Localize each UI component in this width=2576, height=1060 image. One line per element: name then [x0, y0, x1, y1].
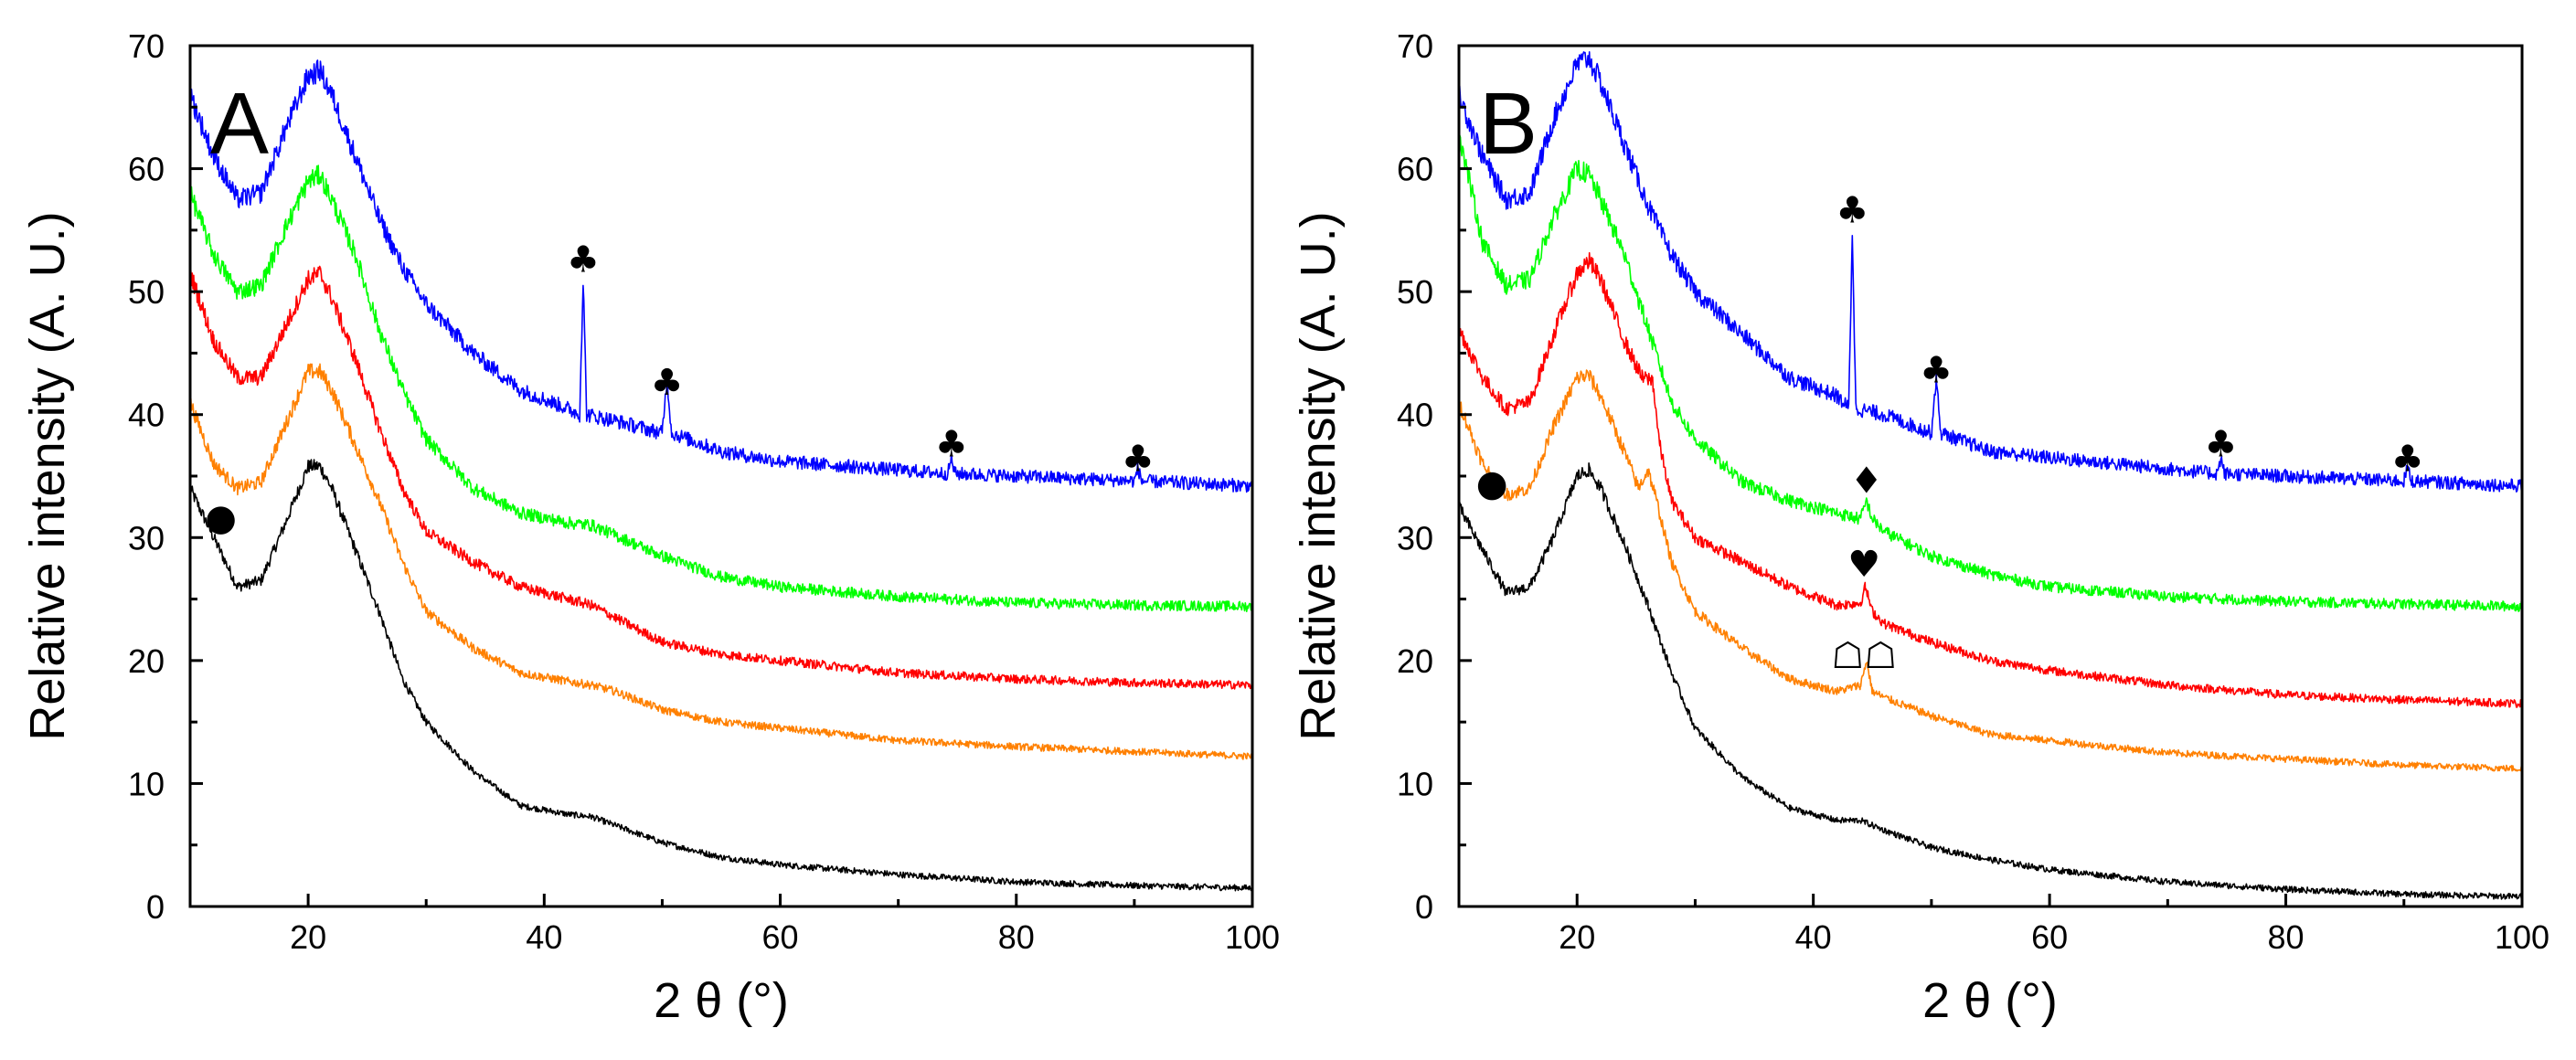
panel-b-x-axis-title: 2 θ (°)	[1922, 973, 2058, 1028]
x-tick-label: 20	[1559, 918, 1595, 956]
x-tick-label: 80	[2268, 918, 2305, 956]
x-tick-label: 80	[998, 918, 1035, 956]
peak-marker: ♣	[2205, 423, 2238, 465]
panel-a-trace-black	[189, 459, 1253, 892]
y-tick-label: 10	[1397, 765, 1433, 802]
panel-b-trace-black	[1458, 462, 2523, 900]
y-tick-label: 70	[1397, 27, 1433, 65]
panel-a-trace-green	[189, 164, 1253, 612]
peak-marker: ♣	[2391, 439, 2424, 481]
y-tick-label: 70	[128, 27, 165, 65]
y-tick-label: 0	[1415, 888, 1433, 926]
panel-a-trace-blue	[189, 59, 1253, 493]
x-tick-label: 40	[526, 918, 562, 956]
panel-a-label: A	[210, 75, 269, 173]
y-tick-label: 30	[1397, 519, 1433, 556]
y-tick-label: 40	[128, 397, 165, 434]
x-tick-label: 60	[2031, 918, 2068, 956]
y-tick-label: 60	[1397, 151, 1433, 188]
panel-b-traces	[1458, 51, 2523, 900]
panel-a-x-axis-title: 2 θ (°)	[654, 973, 789, 1028]
peak-marker: ♣	[567, 239, 600, 281]
panel-b-ticks: 20 40 60 80 100 0 10 20 30 40 50 60 70	[1397, 27, 2549, 956]
panel-b-trace-blue	[1458, 51, 2523, 493]
x-tick-label: 100	[1225, 918, 1280, 956]
panel-a-y-axis-title: Relative intensity (A. U.)	[20, 211, 75, 740]
panel-b-y-axis-title: Relative intensity (A. U.)	[1291, 211, 1346, 740]
y-tick-label: 50	[128, 273, 165, 311]
peak-marker: ♥	[1847, 544, 1880, 586]
panel-a-markers: ● ♣ ♣ ♣ ♣	[205, 239, 1155, 540]
panel-b-plot-frame	[1457, 44, 2524, 908]
y-tick-label: 10	[128, 765, 165, 802]
y-tick-label: 50	[1397, 273, 1433, 311]
x-tick-label: 20	[290, 918, 326, 956]
peak-marker: ♣	[1836, 190, 1868, 232]
panel-a-traces	[189, 59, 1253, 892]
y-tick-label: 40	[1397, 397, 1433, 434]
panel-b-trace-orange	[1458, 369, 2523, 772]
x-tick-label: 40	[1795, 918, 1832, 956]
y-tick-label: 20	[1397, 642, 1433, 680]
peak-marker: ●	[205, 497, 237, 539]
x-tick-label: 60	[762, 918, 799, 956]
panel-a: 20 40 60 80 100 0 10 20 30 40 50 60 70 ● ♣ ♣ ♣ ♣ A 2 θ (…	[20, 27, 1280, 1028]
y-tick-label: 20	[128, 642, 165, 680]
panel-b-trace-green	[1458, 134, 2523, 612]
peak-marker: ♣	[651, 362, 684, 404]
panel-a-ticks: 20 40 60 80 100 0 10 20 30 40 50 60 70	[128, 27, 1280, 956]
peak-marker: ♣	[935, 423, 968, 465]
peak-marker: ●	[1476, 462, 1508, 504]
panel-b-markers: ● ♣ ♣ ♣ ♣ ♦ ♥ ☖☖	[1476, 190, 2424, 677]
panel-a-trace-orange	[189, 363, 1253, 760]
y-tick-label: 60	[128, 151, 165, 188]
y-tick-label: 0	[146, 888, 165, 926]
panel-b-trace-red	[1458, 251, 2523, 708]
y-tick-label: 30	[128, 519, 165, 556]
peak-marker: ♣	[1122, 439, 1155, 481]
peak-marker: ♣	[1920, 350, 1953, 392]
panel-b: 20 40 60 80 100 0 10 20 30 40 50 60 70 ● ♣ ♣ ♣ ♣ ♦ ♥ ☖☖ B 2…	[1291, 27, 2549, 1028]
x-tick-label: 100	[2495, 918, 2549, 956]
peak-marker: ☖☖	[1831, 635, 1897, 677]
peak-marker: ♦	[1850, 461, 1883, 503]
panel-a-trace-red	[189, 265, 1253, 690]
panel-b-label: B	[1479, 75, 1538, 173]
